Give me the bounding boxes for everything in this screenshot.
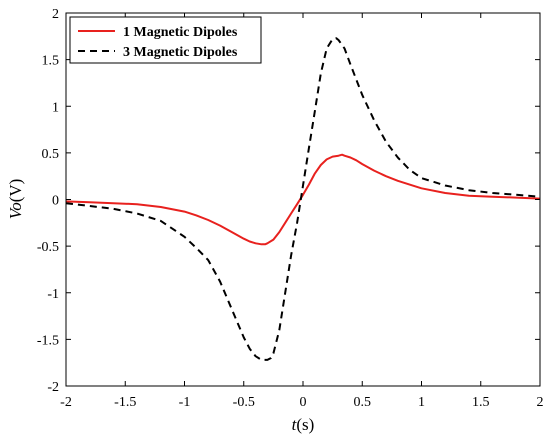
y-tick-label: 2	[52, 7, 59, 22]
x-tick-label: 0	[300, 395, 307, 410]
legend-label-series-1: 1 Magnetic Dipoles	[123, 25, 238, 40]
x-tick-label: -1.5	[114, 395, 136, 410]
y-tick-label: -2	[47, 380, 59, 395]
y-tick-label: 0	[52, 194, 59, 209]
y-axis-label: Vo(V)	[6, 179, 25, 220]
legend: 1 Magnetic Dipoles 3 Magnetic Dipoles	[69, 16, 262, 64]
x-tick-label: 1.5	[472, 395, 490, 410]
y-tick-label: 1	[52, 100, 59, 115]
x-tick-label: -0.5	[233, 395, 255, 410]
x-tick-label: -1	[179, 395, 191, 410]
x-tick-label: -2	[60, 395, 72, 410]
y-axis-label-unit: (V)	[6, 179, 25, 203]
series-line-1	[65, 153, 541, 246]
y-tick-label: -1	[47, 287, 59, 302]
y-tick-label: 1.5	[42, 54, 60, 69]
x-tick-label: 0.5	[354, 395, 372, 410]
x-axis-label: t(s)	[292, 415, 315, 434]
y-tick-label: -0.5	[37, 240, 59, 255]
y-tick-label: -1.5	[37, 333, 59, 348]
ticks-layer: -2 -1.5 -1 -0.5 0 0.5 1 1.5 2 2 1.5 1 0.5 0 -0.5 -1 -1.5…	[37, 7, 544, 410]
y-axis-label-var: Vo	[6, 202, 25, 219]
x-tick-label: 1	[418, 395, 425, 410]
plot-background	[66, 13, 540, 386]
legend-label-series-2: 3 Magnetic Dipoles	[123, 45, 238, 60]
y-tick-label: 0.5	[42, 147, 60, 162]
series-layer	[65, 37, 541, 361]
series-line-2	[65, 37, 541, 361]
x-axis-label-unit: (s)	[296, 415, 314, 434]
x-axis-label-var: t	[292, 415, 298, 434]
legend-box	[69, 16, 262, 64]
x-tick-label: 2	[537, 395, 544, 410]
